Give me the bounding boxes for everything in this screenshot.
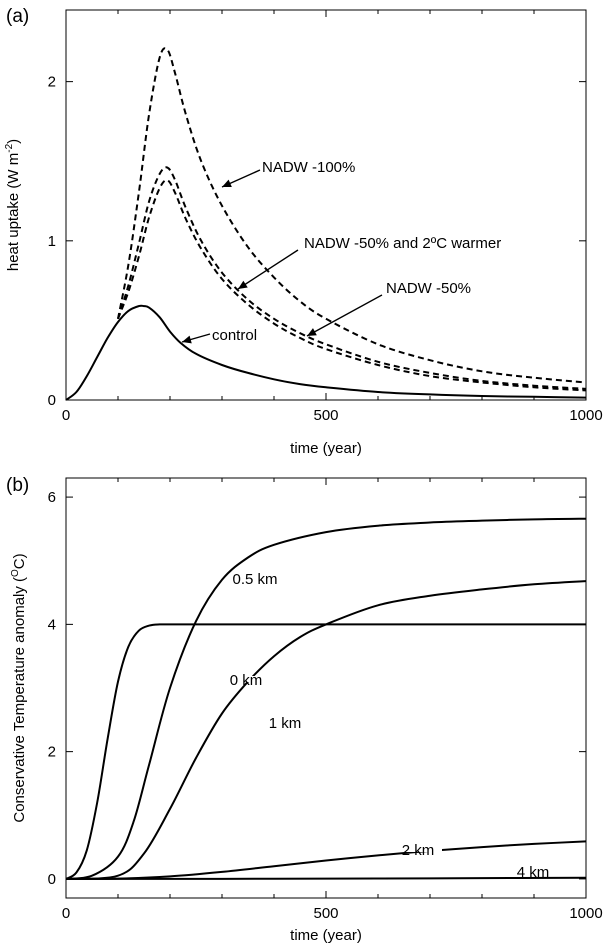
y-tick-label: 6	[48, 489, 56, 506]
series-line-2	[117, 166, 587, 390]
x-tick-label: 500	[313, 407, 338, 424]
y-axis-title: heat uptake (W m-2)	[4, 139, 22, 271]
annotation-arrow-line	[237, 249, 299, 290]
annotation-label: 0 km	[230, 672, 263, 689]
y-axis-title-text: Conservative Temperature anomaly (	[11, 577, 28, 823]
panel-label: (b)	[6, 475, 29, 496]
series-line-1	[65, 517, 587, 880]
plot-frame	[65, 9, 587, 401]
series-line-0	[65, 623, 586, 880]
x-tick-label: 0	[62, 407, 70, 424]
y-tick-label: 0	[48, 392, 56, 409]
annotation-label: 2 km	[402, 842, 435, 859]
annotation-arrow-head	[307, 328, 317, 336]
y-axis-title: Conservative Temperature anomaly (OC)	[10, 553, 28, 822]
x-axis-title: time (year)	[290, 440, 362, 457]
x-tick-label: 0	[62, 905, 70, 922]
annotation-label: 4 km	[517, 864, 550, 881]
annotation-arrow-head	[222, 179, 232, 187]
panel-b-temperature-anomaly-chart: (b) 0 500 1000 0 2 4 6 time (year) Conservative T…	[6, 475, 603, 944]
annotation-label: NADW -50%	[386, 280, 471, 297]
annotation-label: control	[212, 327, 257, 344]
y-tick-label: 4	[48, 616, 56, 633]
annotation-arrow-head	[238, 280, 248, 289]
y-axis-title-text: heat uptake (W m	[5, 153, 22, 271]
series-line-2	[65, 580, 587, 880]
y-tick-label: 2	[48, 744, 56, 761]
y-tick-label: 1	[48, 233, 56, 250]
panel-label: (a)	[6, 6, 29, 27]
annotation-label: NADW -50% and 2ºC warmer	[304, 235, 501, 252]
y-axis-title-superscript: -2	[4, 143, 15, 152]
y-axis-title-superscript: O	[10, 569, 21, 577]
x-tick-label: 1000	[569, 407, 602, 424]
x-tick-label: 500	[313, 905, 338, 922]
series-line-0	[65, 304, 587, 401]
x-axis-title: time (year)	[290, 927, 362, 944]
annotation-label: 0.5 km	[232, 571, 277, 588]
x-tick-label: 1000	[569, 905, 602, 922]
annotation-arrow-head	[182, 335, 192, 344]
y-tick-label: 0	[48, 871, 56, 888]
series-line-3	[65, 840, 587, 880]
series-line-1	[117, 179, 587, 392]
series-line-3	[117, 47, 587, 384]
series-line-4	[66, 876, 587, 880]
annotation-arrow-line	[306, 294, 383, 337]
panel-a-heat-uptake-chart: (a) 0 500 1000 0 1 2 time (year) heat uptake (W …	[4, 6, 603, 457]
annotation-label: 1 km	[269, 715, 302, 732]
y-tick-label: 2	[48, 74, 56, 91]
annotation-label: NADW -100%	[262, 159, 355, 176]
plot-frame	[65, 477, 587, 899]
y-axis-title-tail: C)	[11, 553, 28, 569]
y-axis-title-tail: )	[5, 139, 22, 144]
